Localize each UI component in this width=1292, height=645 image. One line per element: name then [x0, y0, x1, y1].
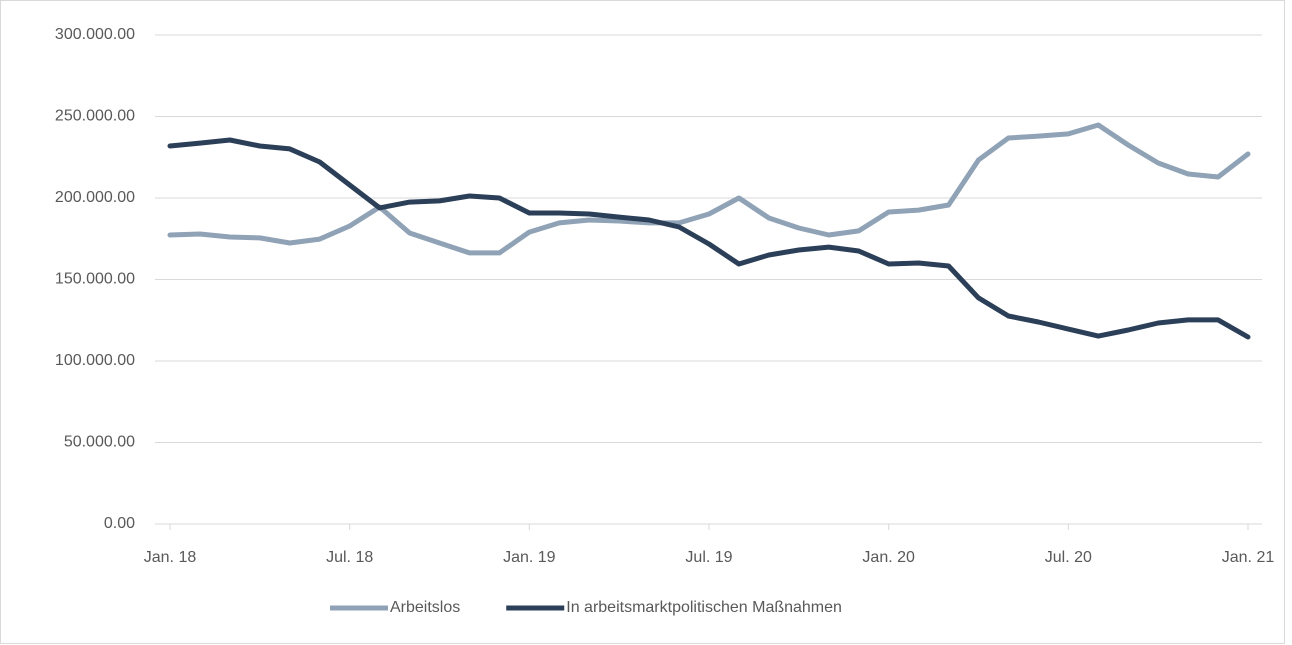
x-tick-label: Jul. 19 — [685, 549, 732, 566]
y-tick-label: 200.000.00 — [55, 189, 135, 206]
legend-label: In arbeitsmarktpolitischen Maßnahmen — [566, 599, 842, 616]
x-tick-label: Jan. 18 — [144, 549, 197, 566]
x-tick-label: Jul. 20 — [1045, 549, 1092, 566]
y-tick-label: 50.000.00 — [64, 434, 135, 451]
y-tick-label: 250.000.00 — [55, 108, 135, 125]
y-tick-label: 0.00 — [104, 515, 135, 532]
y-tick-label: 150.000.00 — [55, 271, 135, 288]
x-tick-label: Jan. 20 — [862, 549, 915, 566]
x-tick-label: Jan. 19 — [503, 549, 556, 566]
series-line — [167, 137, 1251, 340]
y-tick-label: 300.000.00 — [55, 26, 135, 43]
y-tick-label: 100.000.00 — [55, 352, 135, 369]
x-tick-label: Jul. 18 — [326, 549, 373, 566]
series-line — [167, 122, 1251, 256]
legend-label: Arbeitslos — [390, 599, 460, 616]
x-tick-label: Jan. 21 — [1222, 549, 1275, 566]
